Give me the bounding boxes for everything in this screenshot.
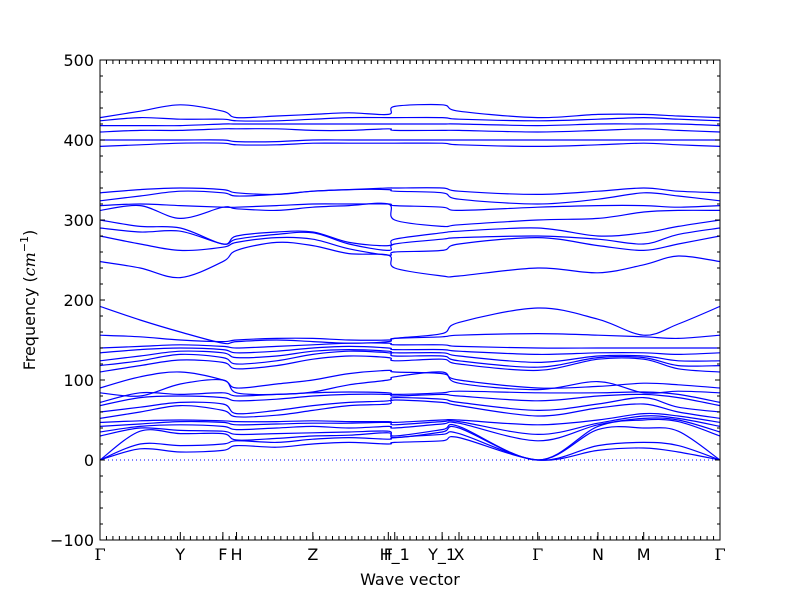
band-line-22 [100,235,720,256]
y-axis: −100 0 100 200 300 400 500 [50,51,720,550]
band-line-30 [100,139,720,143]
x-tick-label: H_1 [380,545,410,565]
band-line-27 [100,188,720,205]
band-line-24 [100,219,720,247]
y-tick-label: 500 [63,51,94,70]
x-tick-label: Γ [94,545,105,564]
band-line-9 [100,396,720,415]
band-line-11 [100,390,720,403]
x-tick-label: X [454,545,465,564]
x-tick-label: F [218,545,227,564]
x-tick-label: Γ [714,545,725,564]
x-axis: Γ Y F H Z FH_1 Y_1X Γ N M Γ [94,60,726,565]
band-line-26 [100,203,720,212]
band-line-5 [100,417,720,442]
band-line-8 [100,399,720,419]
band-line-7 [100,412,720,426]
band-line-1 [100,436,720,461]
y-axis-title-close: ) [20,230,39,236]
plot-frame [99,59,721,541]
y-tick-label: −100 [50,531,94,550]
band-line-33 [100,116,720,122]
band-line-3 [100,425,720,461]
y-tick-label: 300 [63,211,94,230]
y-tick-label: 0 [84,451,94,470]
x-tick-label: H [231,545,243,564]
y-tick-label: 200 [63,291,94,310]
x-tick-label: N [592,545,604,564]
band-line-4 [100,418,720,461]
x-tick-label: Y_1 [427,545,456,565]
y-axis-title-unit: cm [20,252,39,276]
band-line-34 [100,103,720,119]
x-tick-label: F [384,545,393,564]
y-axis-title-exponent: −1 [18,236,31,252]
band-line-16 [100,348,720,364]
band-line-28 [100,187,720,196]
y-axis-title: Frequency (cm−1) [18,230,39,371]
band-line-10 [100,393,720,407]
x-axis-title: Wave vector [360,570,460,589]
band-line-17 [100,345,720,356]
y-tick-label: 400 [63,131,94,150]
band-line-15 [100,350,720,368]
band-line-12 [100,371,720,397]
band-line-21 [100,241,720,279]
x-tick-label: Y [174,545,185,564]
band-line-6 [100,415,720,436]
band-line-14 [100,355,720,373]
x-tick-label: Γ [532,545,543,564]
band-line-20 [100,305,720,345]
band-line-23 [100,227,720,252]
band-line-13 [100,369,720,389]
band-line-18 [100,342,720,349]
x-tick-label: Z [307,545,318,564]
band-line-29 [100,142,720,148]
y-tick-label: 100 [63,371,94,390]
band-line-2 [100,431,720,461]
band-line-32 [100,123,720,127]
plot-area [100,103,720,461]
y-axis-title-text: Frequency ( [20,276,39,370]
band-line-31 [100,128,720,133]
x-tick-label: M [637,545,651,564]
